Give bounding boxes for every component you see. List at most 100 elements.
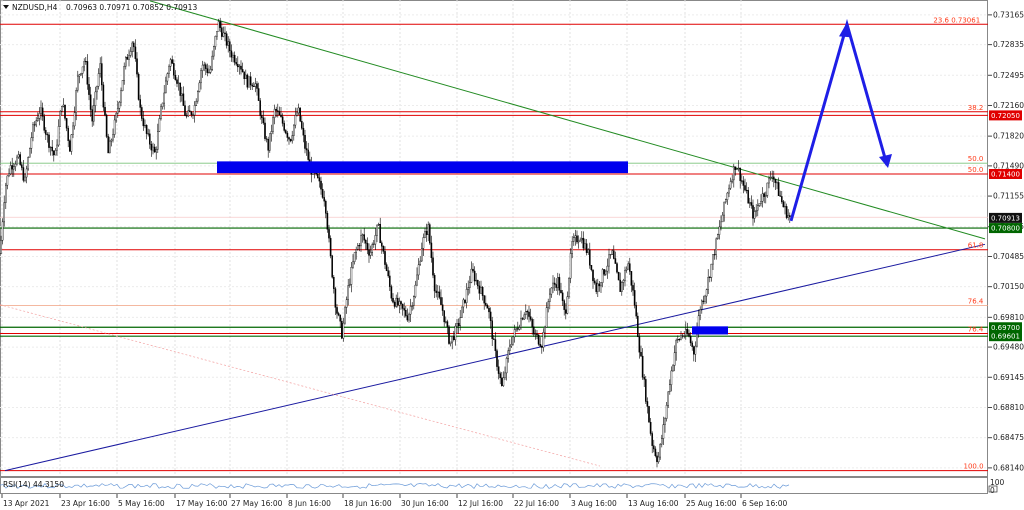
candle-body [505,358,508,374]
candle-body [227,41,230,46]
y-tick-label: 0.72495 [993,71,1024,80]
candle-body [472,268,474,272]
candle-body [373,243,375,245]
candle-body [609,254,612,256]
candle-body [510,344,513,347]
candle-body [582,237,585,249]
candle-body [107,136,109,154]
candle-body [461,306,463,318]
rsi-panel [0,477,988,494]
candle-body [371,244,374,253]
candle-body [731,179,733,182]
candle-body [112,134,114,141]
candle-body [721,214,724,223]
candle-body [688,333,690,337]
candle-body [413,296,415,306]
candle-body [89,94,92,110]
candle-body [246,74,249,88]
grid [0,0,988,476]
fib-label: 38.2 [968,104,984,112]
candle-body [747,190,749,204]
candle-body [678,339,681,341]
candle-body [190,111,193,115]
candle-body [41,107,44,117]
fib-label: 76.4 [968,298,984,306]
candle-body [185,115,188,117]
candle-body [728,187,730,194]
blue-zone-large [217,161,628,174]
candle-body [784,206,786,208]
candle-body [632,285,634,291]
symbol-dropdown-icon[interactable] [3,5,9,9]
candle-body [701,300,703,310]
candle-body [259,100,262,116]
candle-body [228,41,231,52]
candle-body [285,130,287,134]
candle-body [449,341,452,344]
candle-body [4,184,7,203]
candle-body [769,177,772,179]
candle-body [440,297,442,305]
candle-body [654,448,657,457]
candle-body [766,182,769,196]
candle-body [132,42,135,48]
rsi-tick-label: 0 [990,486,995,495]
candle-body [19,154,22,165]
candle-body [206,68,209,73]
candle-body [480,287,482,294]
candle-body [501,377,503,386]
downtrend-line [149,0,986,240]
candle-body [475,280,478,282]
candle-body [577,240,580,243]
candle-body [685,328,687,336]
candle-body [136,58,138,75]
candle-body [617,272,620,281]
candle-body [96,86,98,93]
candle-body [216,30,218,37]
candle-body [765,195,767,197]
candle-body [387,270,390,277]
candle-body [108,140,111,154]
y-tick-label: 0.70485 [993,252,1024,261]
candle-body [553,282,556,285]
candle-body [347,285,350,300]
candle-body [265,138,268,140]
candle-body [539,344,541,347]
candle-body [709,276,711,278]
candle-body [35,120,37,126]
candle-body [606,265,609,272]
candle-body [30,137,33,149]
candle-body [529,316,532,320]
candle-body [621,282,623,292]
candle-body [544,326,546,333]
candle-body [214,35,217,47]
candle-body [648,406,650,423]
candle-body [406,315,409,321]
candle-body [525,311,527,316]
price-badge-text: 0.69601 [991,333,1020,341]
candle-body [605,270,607,275]
candle-body [33,124,36,126]
candle-body [49,146,52,148]
candle-body [736,168,738,170]
candle-body [65,118,68,129]
candle-body [691,342,693,347]
candle-body [424,230,426,238]
candle-body [230,50,233,58]
candle-body [46,134,49,136]
candle-body [51,146,53,152]
candle-body [116,107,119,114]
candle-body [153,146,156,153]
candle-body [560,290,562,294]
candle-body [541,346,543,348]
candle-body [741,180,743,182]
candle-body [80,73,82,75]
candle-body [499,373,502,379]
candle-body [590,264,593,271]
candle-body [739,167,741,181]
x-tick-label: 5 May 16:00 [118,499,165,508]
rsi-scale-box [988,485,998,493]
price-badge [989,331,1022,342]
candle-body [140,107,143,119]
candle-body [645,379,647,402]
